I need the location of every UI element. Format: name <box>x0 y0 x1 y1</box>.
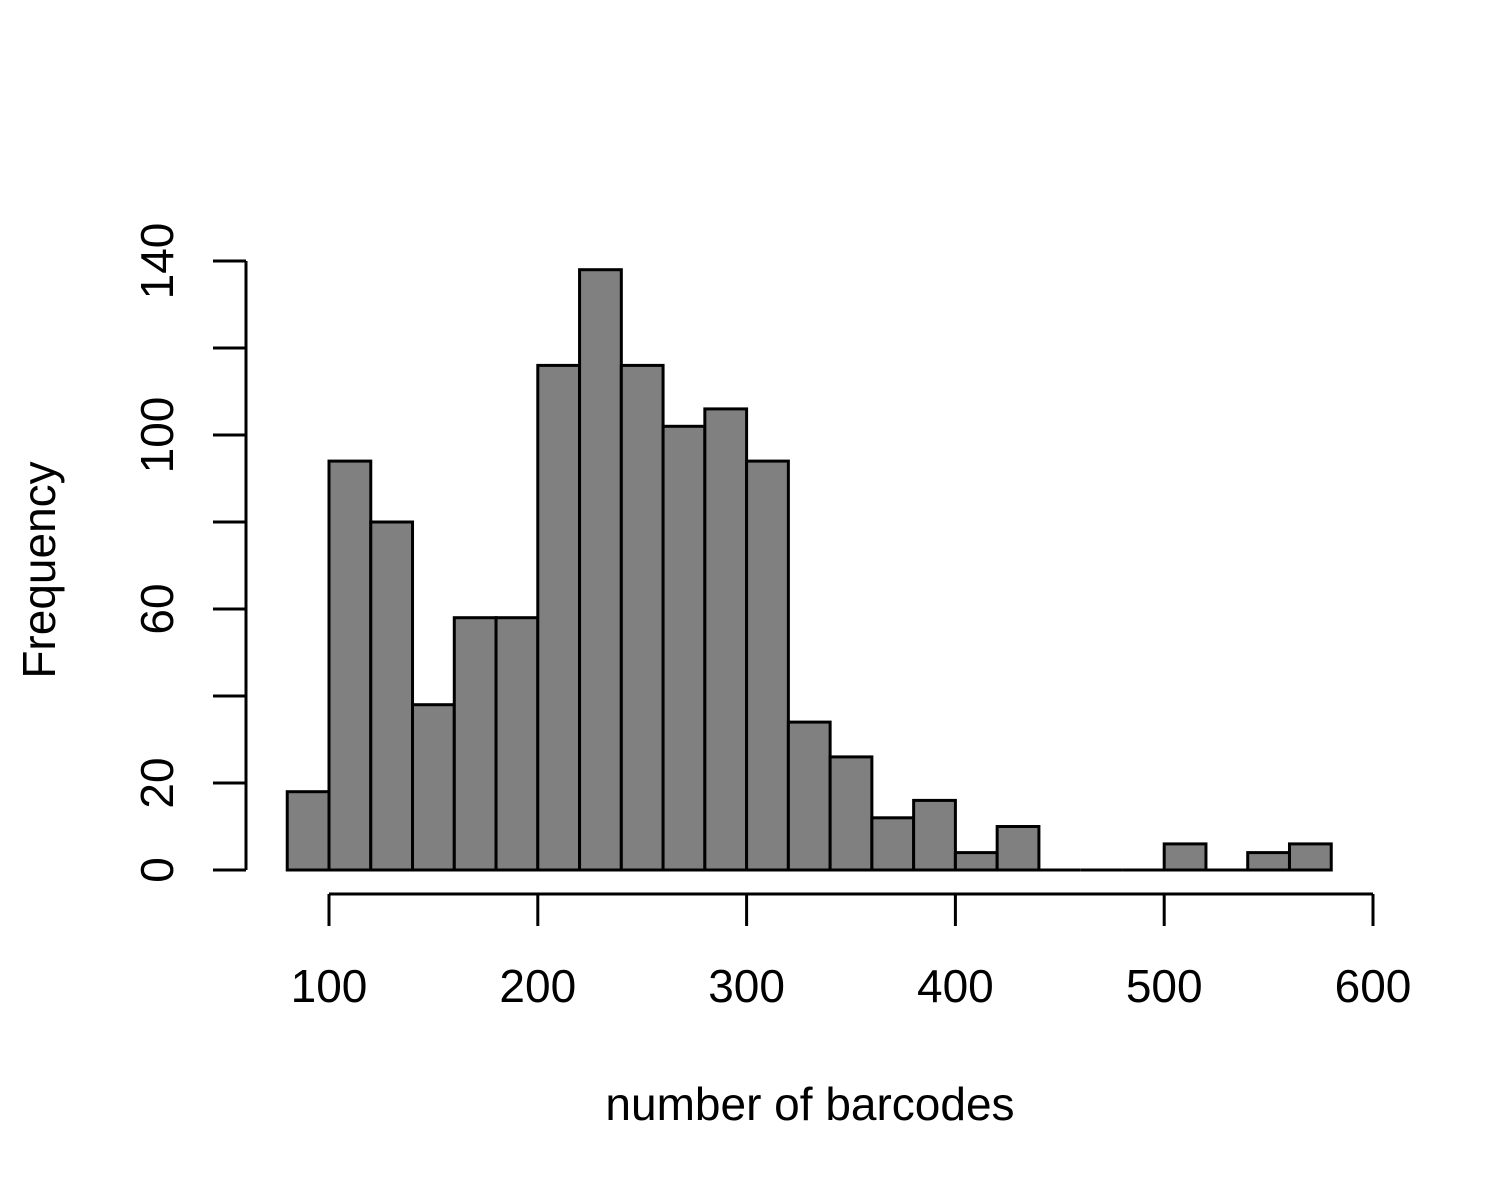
histogram-bar <box>285 790 331 872</box>
x-axis: 100 200 300 400 500 600 <box>291 892 1412 1012</box>
x-tick-label: 100 <box>291 960 368 1012</box>
histogram-bar <box>745 459 790 872</box>
histogram-bar <box>1162 842 1208 872</box>
histogram-bar <box>828 755 874 872</box>
y-tick-label: 20 <box>131 757 183 808</box>
histogram-bar <box>411 703 456 872</box>
histogram-bar <box>661 424 707 872</box>
y-tick-label: 60 <box>131 583 183 634</box>
histogram-bar <box>870 816 916 872</box>
histogram-bar <box>953 851 999 872</box>
histogram-bar <box>327 459 373 872</box>
histogram-bar <box>369 520 415 872</box>
y-axis-title: Frequency <box>13 461 65 678</box>
histogram-bar <box>536 363 582 872</box>
histogram-bar <box>452 616 498 872</box>
x-tick-label: 400 <box>917 960 994 1012</box>
x-tick-label: 600 <box>1335 960 1412 1012</box>
y-tick-label: 0 <box>131 857 183 883</box>
histogram-bar <box>1287 842 1333 872</box>
histogram-bar <box>912 798 957 872</box>
x-axis-title: number of barcodes <box>605 1078 1014 1130</box>
histogram-bar <box>703 407 749 872</box>
histogram-bar <box>995 825 1041 872</box>
y-tick-label: 140 <box>131 223 183 300</box>
histogram-bar <box>1246 851 1291 872</box>
y-axis: 0 20 60 100 140 <box>131 223 248 883</box>
x-tick-label: 300 <box>708 960 785 1012</box>
bars-group <box>285 268 1333 872</box>
histogram-bar <box>619 363 665 872</box>
histogram-bar <box>786 720 832 872</box>
x-tick-label: 200 <box>499 960 576 1012</box>
histogram-bar <box>578 268 623 872</box>
y-tick-label: 100 <box>131 397 183 474</box>
x-tick-label: 500 <box>1126 960 1203 1012</box>
histogram-bar <box>494 616 540 872</box>
